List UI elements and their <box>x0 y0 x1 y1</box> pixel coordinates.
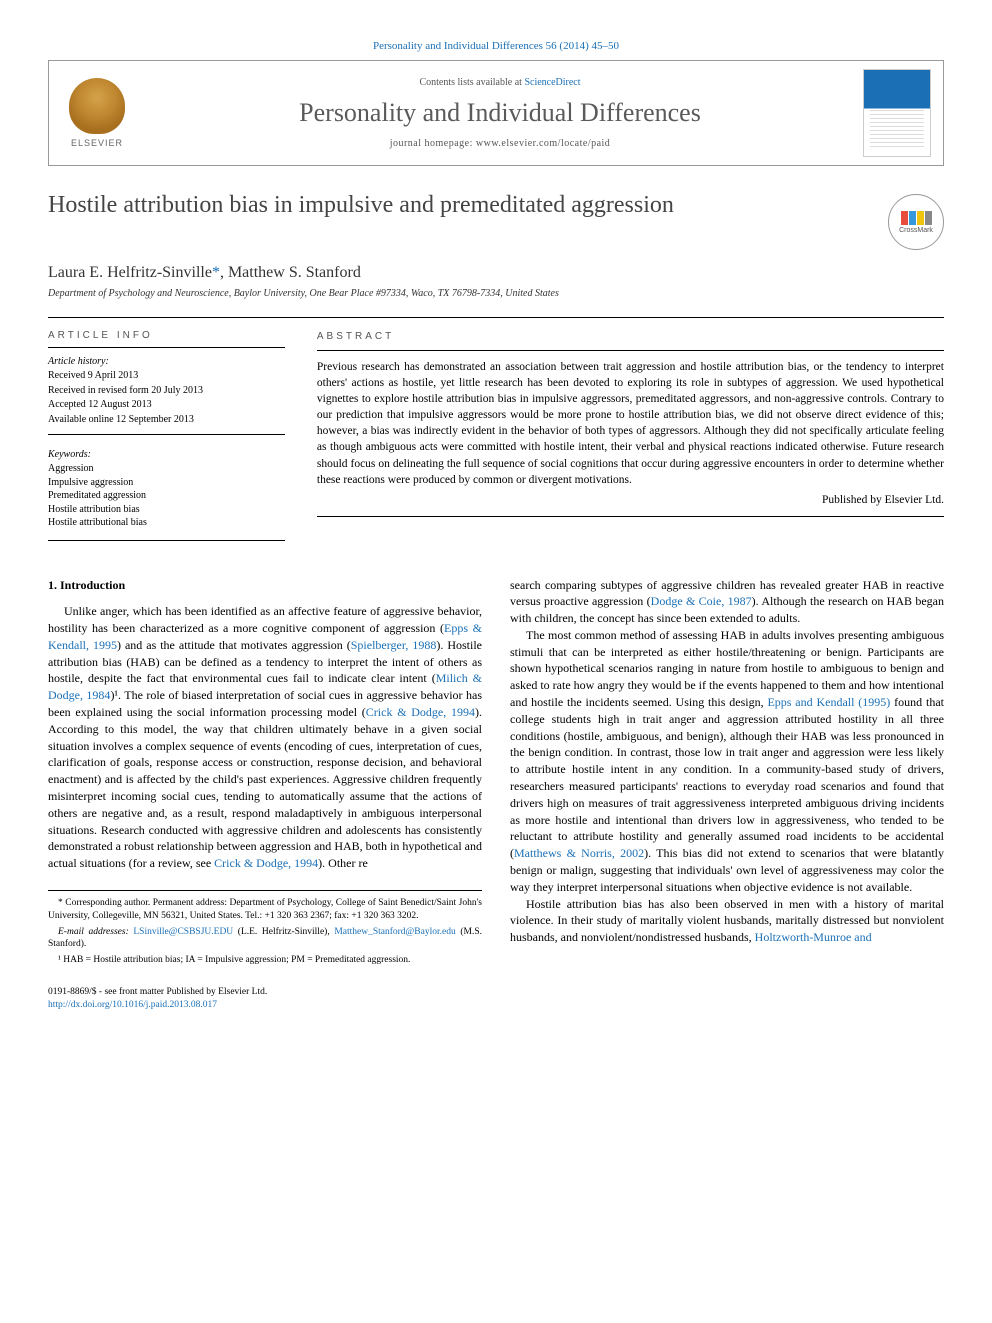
crossmark-badge[interactable]: CrossMark <box>888 194 944 250</box>
doi-link[interactable]: http://dx.doi.org/10.1016/j.paid.2013.08… <box>48 999 944 1012</box>
homepage-url[interactable]: www.elsevier.com/locate/paid <box>476 138 610 149</box>
footnote-corresponding: * Corresponding author. Permanent addres… <box>48 897 482 923</box>
article-info-heading: ARTICLE INFO <box>48 330 285 348</box>
issn-line: 0191-8869/$ - see front matter Published… <box>48 986 944 999</box>
sciencedirect-link[interactable]: ScienceDirect <box>524 77 580 88</box>
history-accepted: Accepted 12 August 2013 <box>48 398 285 412</box>
email-link[interactable]: Matthew_Stanford@Baylor.edu <box>334 927 455 937</box>
ref-link[interactable]: Crick & Dodge, 1994 <box>366 705 475 719</box>
intro-para-1: Unlike anger, which has been identified … <box>48 603 482 872</box>
homepage-prefix: journal homepage: <box>390 138 476 149</box>
ref-link[interactable]: Dodge & Coie, 1987 <box>651 594 752 608</box>
author-2: Matthew S. Stanford <box>228 264 361 281</box>
left-column: 1. Introduction Unlike anger, which has … <box>48 577 482 971</box>
crossmark-label: CrossMark <box>899 227 933 234</box>
intro-para-3: Hostile attribution bias has also been o… <box>510 896 944 946</box>
page-footer: 0191-8869/$ - see front matter Published… <box>48 986 944 1012</box>
intro-para-1-cont: search comparing subtypes of aggressive … <box>510 577 944 627</box>
email-label: E-mail addresses: <box>58 927 133 937</box>
published-by: Published by Elsevier Ltd. <box>317 492 944 508</box>
ref-link[interactable]: Holtzworth-Munroe and <box>755 930 872 944</box>
ref-link[interactable]: Spielberger, 1988 <box>351 638 437 652</box>
abstract-heading: ABSTRACT <box>317 330 944 351</box>
page-root: Personality and Individual Differences 5… <box>0 0 992 1052</box>
article-info-block: ARTICLE INFO Article history: Received 9… <box>48 318 299 553</box>
history-online: Available online 12 September 2013 <box>48 413 285 427</box>
footnote-emails: E-mail addresses: LSinville@CSBSJU.EDU (… <box>48 926 482 952</box>
footnote-abbrev: ¹ HAB = Hostile attribution bias; IA = I… <box>48 954 482 967</box>
author-1: Laura E. Helfritz-Sinville <box>48 264 212 281</box>
corresponding-mark[interactable]: * <box>212 264 220 281</box>
keywords-label: Keywords: <box>48 449 285 460</box>
footnotes-block: * Corresponding author. Permanent addres… <box>48 890 482 967</box>
history-label: Article history: <box>48 356 285 367</box>
affiliation: Department of Psychology and Neuroscienc… <box>48 288 944 299</box>
header-center: Contents lists available at ScienceDirec… <box>149 77 851 149</box>
title-row: Hostile attribution bias in impulsive an… <box>48 190 944 250</box>
crossmark-icon <box>901 211 932 225</box>
info-abstract-row: ARTICLE INFO Article history: Received 9… <box>48 317 944 553</box>
abstract-block: ABSTRACT Previous research has demonstra… <box>299 318 944 553</box>
journal-cover-thumbnail <box>863 69 931 157</box>
email-link[interactable]: LSinville@CSBSJU.EDU <box>133 927 233 937</box>
ref-link[interactable]: Crick & Dodge, 1994 <box>214 856 318 870</box>
article-title: Hostile attribution bias in impulsive an… <box>48 190 872 221</box>
contents-available-line: Contents lists available at ScienceDirec… <box>149 77 851 88</box>
author-sep: , <box>220 264 228 281</box>
body-two-column: 1. Introduction Unlike anger, which has … <box>48 577 944 971</box>
journal-name: Personality and Individual Differences <box>149 98 851 128</box>
journal-homepage-line: journal homepage: www.elsevier.com/locat… <box>149 138 851 149</box>
elsevier-tree-icon <box>69 78 125 134</box>
authors-line: Laura E. Helfritz-Sinville*, Matthew S. … <box>48 264 944 282</box>
keyword: Impulsive aggression <box>48 476 285 490</box>
contents-prefix: Contents lists available at <box>419 77 524 88</box>
history-revised: Received in revised form 20 July 2013 <box>48 384 285 398</box>
intro-para-2: The most common method of assessing HAB … <box>510 627 944 896</box>
elsevier-logo: ELSEVIER <box>61 73 133 153</box>
keyword: Hostile attribution bias <box>48 503 285 517</box>
section-1-heading: 1. Introduction <box>48 577 482 594</box>
citation-line: Personality and Individual Differences 5… <box>48 40 944 52</box>
history-received: Received 9 April 2013 <box>48 369 285 383</box>
right-column: search comparing subtypes of aggressive … <box>510 577 944 971</box>
keyword: Hostile attributional bias <box>48 516 285 541</box>
elsevier-wordmark: ELSEVIER <box>71 138 123 148</box>
ref-link[interactable]: Matthews & Norris, 2002 <box>514 846 644 860</box>
journal-header: ELSEVIER Contents lists available at Sci… <box>48 60 944 166</box>
ref-link[interactable]: Epps and Kendall (1995) <box>767 695 890 709</box>
keyword: Premeditated aggression <box>48 489 285 503</box>
abstract-text: Previous research has demonstrated an as… <box>317 359 944 488</box>
keyword: Aggression <box>48 462 285 476</box>
